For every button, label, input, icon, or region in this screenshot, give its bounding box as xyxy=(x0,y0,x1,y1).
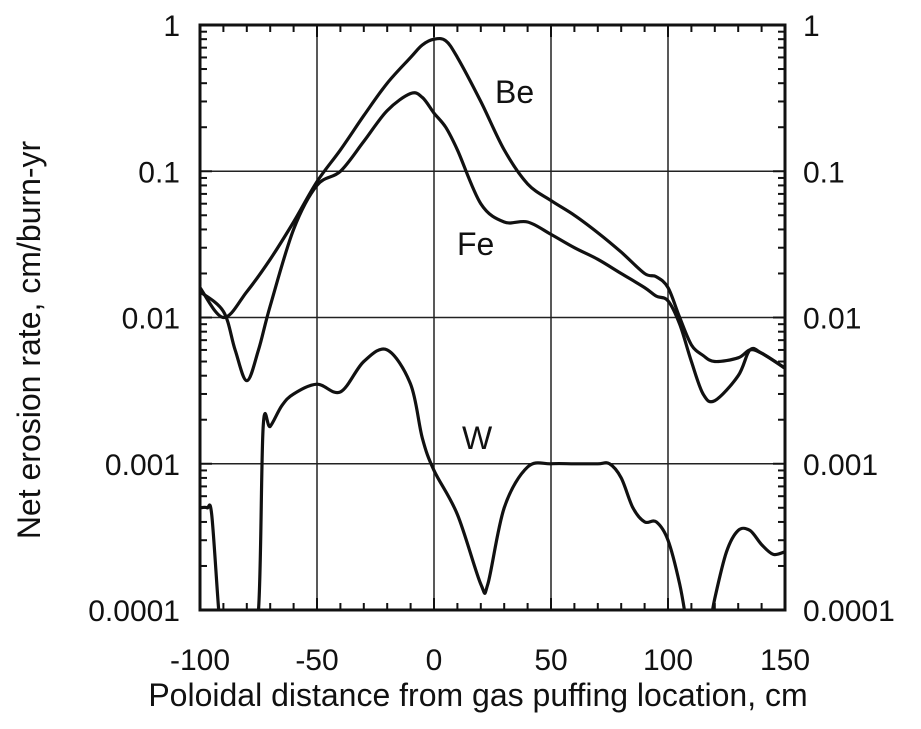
y-tick-label-left: 0.01 xyxy=(122,303,180,336)
series-label-be: Be xyxy=(495,74,534,110)
series-line-be xyxy=(200,36,785,370)
x-tick-label: 100 xyxy=(643,644,693,677)
y-tick-label-right: 1 xyxy=(803,10,820,43)
y-tick-label-left: 1 xyxy=(163,10,180,43)
y-tick-label-right: 0.0001 xyxy=(803,595,895,628)
series-label-fe: Fe xyxy=(457,226,494,262)
gridlines xyxy=(200,25,785,610)
x-tick-label: 0 xyxy=(426,644,443,677)
y-axis-title: Net erosion rate, cm/burn-yr xyxy=(11,140,47,539)
y-tick-label-left: 0.1 xyxy=(138,156,180,189)
y-tick-label-right: 0.1 xyxy=(803,156,845,189)
x-axis-title: Poloidal distance from gas puffing locat… xyxy=(148,677,807,713)
x-tick-label: 50 xyxy=(534,644,567,677)
x-tick-label: -100 xyxy=(170,644,230,677)
y-tick-label-left: 0.0001 xyxy=(88,595,180,628)
series-line-w xyxy=(200,347,785,610)
y-tick-label-right: 0.001 xyxy=(803,449,878,482)
series-lines xyxy=(200,36,785,610)
x-tick-label: 150 xyxy=(760,644,810,677)
tick-marks xyxy=(199,25,786,611)
y-tick-labels-right: 0.0001 0.001 0.01 0.1 1 xyxy=(803,10,895,628)
series-label-w: W xyxy=(462,420,493,456)
y-tick-label-right: 0.01 xyxy=(803,303,861,336)
x-tick-labels: -100 -50 0 50 100 150 xyxy=(170,644,810,677)
y-tick-label-left: 0.001 xyxy=(105,449,180,482)
y-tick-labels-left: 0.0001 0.001 0.01 0.1 1 xyxy=(88,10,180,628)
series-line-fe xyxy=(200,91,785,404)
x-tick-label: -50 xyxy=(295,644,338,677)
